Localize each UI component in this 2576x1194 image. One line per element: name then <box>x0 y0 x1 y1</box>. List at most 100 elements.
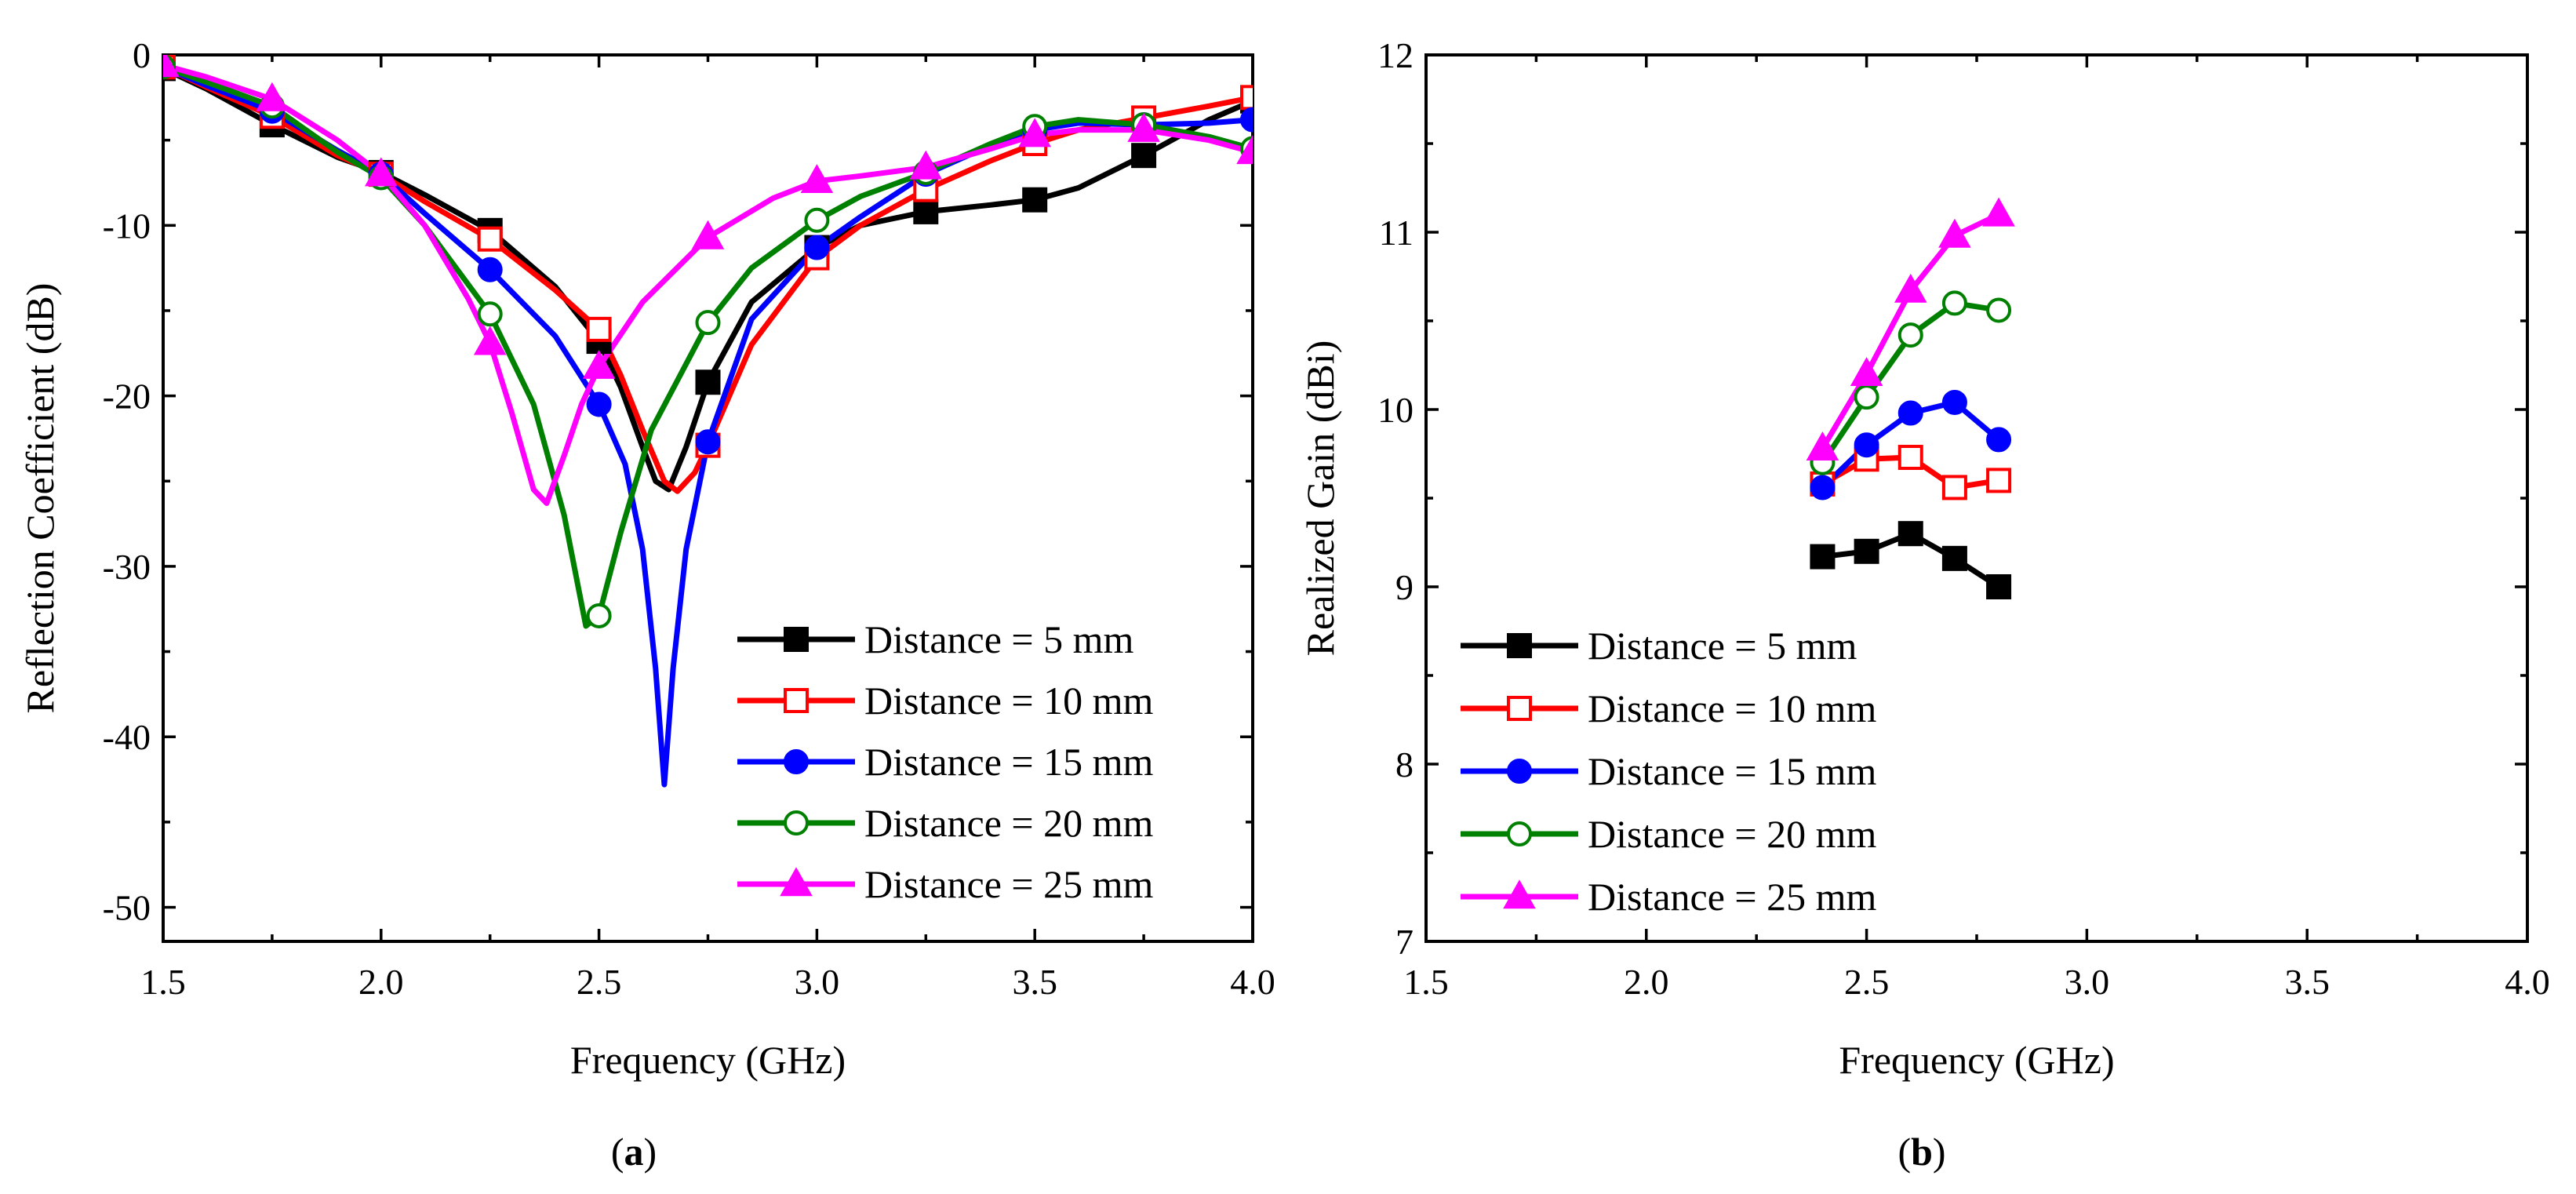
data-point-series-5 <box>582 349 616 379</box>
x-tick-label: 4.0 <box>2505 962 2550 1002</box>
legend-item-5: Distance = 25 mm <box>737 862 1154 906</box>
x-tick-label: 3.5 <box>1012 962 1057 1002</box>
x-tick-label: 3.0 <box>2065 962 2110 1002</box>
chart-reflection-coefficient: 1.5 2.0 2.5 3.0 3.5 4.0 0 -10 -20 -30 -40 -50 Freque… <box>18 35 1275 1082</box>
data-point-series-3 <box>1854 432 1879 458</box>
data-point-series-4 <box>1986 297 2012 323</box>
caption-a: (a) <box>611 1130 657 1174</box>
data-point-series-3 <box>477 257 503 282</box>
data-point-series-4 <box>1897 322 1923 348</box>
legend-marker <box>1507 759 1532 784</box>
legend-marker <box>784 810 809 835</box>
data-point-series-5 <box>1938 218 1971 248</box>
legend-item-3: Distance = 15 mm <box>737 740 1154 784</box>
data-point-series-5 <box>365 157 398 187</box>
data-point-series-4 <box>1854 384 1879 410</box>
legend-label: Distance = 10 mm <box>1588 686 1877 730</box>
x-tick-label: 2.0 <box>1624 962 1669 1002</box>
plot-frame <box>1424 53 2529 943</box>
legend-marker <box>784 627 809 652</box>
data-point-series-2 <box>1986 468 2012 493</box>
legend-label: Distance = 20 mm <box>864 801 1154 845</box>
legend-label: Distance = 5 mm <box>864 617 1134 661</box>
data-point-series-4 <box>1941 290 1967 316</box>
y-tick-label: -50 <box>103 888 151 928</box>
y-tick-label: 8 <box>1395 744 1414 784</box>
y-axis-title: Reflection Coefficient (dB) <box>18 283 62 714</box>
data-point-series-5 <box>691 220 725 249</box>
caption-b: (b) <box>1897 1130 1945 1174</box>
data-point-series-5 <box>256 82 289 111</box>
y-tick-label: 12 <box>1377 35 1414 75</box>
legend-label: Distance = 20 mm <box>1588 812 1877 856</box>
legend-label: Distance = 15 mm <box>864 740 1154 784</box>
data-point-series-2 <box>1897 445 1923 471</box>
legend-item-1: Distance = 5 mm <box>737 617 1134 661</box>
chart-realized-gain: 1.5 2.0 2.5 3.0 3.5 4.0 7 8 9 10 11 12 Frequency (GH… <box>1298 35 2550 1082</box>
legend-marker <box>1507 633 1532 658</box>
data-point-series-1 <box>695 369 721 395</box>
legend-item-3: Distance = 15 mm <box>1461 749 1877 793</box>
data-point-series-5 <box>909 150 943 180</box>
data-point-series-5 <box>1982 197 2015 227</box>
data-point-series-1 <box>913 198 939 224</box>
y-tick-label: 10 <box>1377 390 1414 430</box>
data-point-series-1 <box>1810 544 1836 570</box>
x-axis-title: Frequency (GHz) <box>1839 1038 2114 1082</box>
data-point-series-3 <box>1240 107 1253 133</box>
data-point-series-3 <box>586 391 612 417</box>
legend-item-4: Distance = 20 mm <box>737 801 1154 845</box>
data-point-series-3 <box>1810 475 1836 501</box>
data-point-series-3 <box>695 429 721 455</box>
y-tick-label: 7 <box>1395 922 1414 962</box>
legend-item-4: Distance = 20 mm <box>1461 812 1877 856</box>
data-point-series-5 <box>1018 118 1051 147</box>
data-point-series-1 <box>1986 574 2012 599</box>
legend-marker <box>1503 879 1536 909</box>
data-point-series-5 <box>1127 112 1160 142</box>
y-tick-label: -30 <box>103 547 151 587</box>
data-point-series-5 <box>163 55 180 78</box>
legend-marker <box>784 749 809 774</box>
legend-item-2: Distance = 10 mm <box>737 679 1154 723</box>
data-point-series-5 <box>1806 431 1839 460</box>
legend-marker <box>780 867 813 897</box>
x-tick-label: 3.0 <box>795 962 840 1002</box>
data-point-series-2 <box>1941 475 1967 501</box>
data-point-series-3 <box>1986 427 2012 453</box>
data-point-series-4 <box>804 207 830 233</box>
x-tick-label: 2.5 <box>577 962 622 1002</box>
data-point-series-1 <box>1854 538 1879 564</box>
y-tick-label: 0 <box>133 35 151 75</box>
y-tick-label: -20 <box>103 377 151 417</box>
legend-marker <box>1507 821 1532 846</box>
x-tick-label: 1.5 <box>1403 962 1449 1002</box>
x-tick-label: 1.5 <box>140 962 186 1002</box>
plot-area <box>163 55 1253 788</box>
data-point-series-5 <box>1850 357 1883 387</box>
data-point-series-2 <box>586 316 612 342</box>
data-point-series-1 <box>1941 545 1967 571</box>
plot-area <box>1806 197 2015 599</box>
legend-marker <box>784 688 809 713</box>
legend-label: Distance = 5 mm <box>1588 624 1857 668</box>
data-point-series-3 <box>1941 389 1967 415</box>
data-point-series-2 <box>1240 85 1253 111</box>
series-line-3 <box>163 64 1253 788</box>
legend-item-5: Distance = 25 mm <box>1461 875 1877 919</box>
legend-item-2: Distance = 10 mm <box>1461 686 1877 730</box>
data-point-series-5 <box>1894 273 1927 303</box>
x-tick-label: 4.0 <box>1230 962 1275 1002</box>
legend-label: Distance = 15 mm <box>1588 749 1877 793</box>
x-axis-title: Frequency (GHz) <box>570 1038 846 1082</box>
legend-item-1: Distance = 5 mm <box>1461 624 1857 668</box>
data-point-series-5 <box>800 164 834 194</box>
data-point-series-3 <box>804 235 830 260</box>
data-point-series-3 <box>1897 400 1923 426</box>
data-point-series-1 <box>1022 187 1048 213</box>
data-point-series-1 <box>1131 143 1157 169</box>
y-tick-label: 11 <box>1379 213 1414 253</box>
data-point-series-5 <box>473 326 507 355</box>
x-tick-label: 2.0 <box>358 962 404 1002</box>
